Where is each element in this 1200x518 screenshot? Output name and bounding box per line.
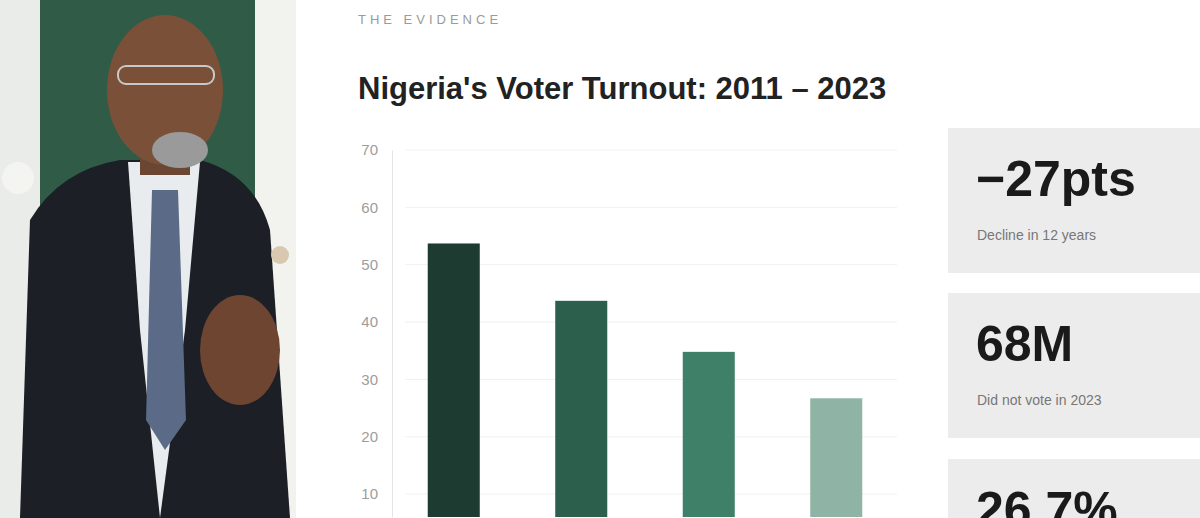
chart-title: Nigeria's Voter Turnout: 2011 – 2023: [358, 71, 886, 106]
y-tick: 70: [361, 141, 392, 158]
y-tick: 10: [361, 485, 392, 502]
bars: [428, 243, 863, 517]
lapel-pin: [271, 246, 289, 264]
bar: [683, 352, 735, 517]
grid-line: [405, 150, 897, 151]
bar: [810, 398, 862, 517]
bar: [428, 243, 480, 517]
suit: [20, 160, 290, 518]
y-tick: 50: [361, 256, 392, 273]
y-tick-label: 60: [361, 199, 378, 216]
beard: [152, 132, 208, 168]
kicker: THE EVIDENCE: [358, 12, 502, 27]
y-tick: 20: [361, 428, 392, 445]
video-backdrop: [0, 0, 296, 518]
presenter-video: [0, 0, 296, 518]
y-tick: 60: [361, 199, 392, 216]
screen: THE EVIDENCE Nigeria's Voter Turnout: 201…: [0, 0, 1200, 518]
bar: [555, 301, 607, 517]
y-tick-label: 70: [361, 141, 378, 158]
x-axis: [454, 517, 837, 518]
y-tick: 40: [361, 313, 392, 330]
y-tick-label: 20: [361, 428, 378, 445]
card-background: [948, 128, 1200, 273]
shirt: [128, 162, 200, 518]
y-axis-line: [392, 151, 393, 518]
y-axis: 10 20 30 40 50 60 70: [361, 141, 392, 517]
card-caption: Decline in 12 years: [977, 227, 1096, 243]
y-tick-label: 40: [361, 313, 378, 330]
stat-card: −27pts Decline in 12 years: [948, 128, 1200, 273]
card-value: −27pts: [976, 151, 1136, 207]
tie: [146, 190, 186, 450]
card-background: [948, 293, 1200, 438]
card-value: 26.7%: [976, 482, 1118, 518]
glasses: [118, 66, 214, 84]
y-tick-label: 10: [361, 485, 378, 502]
y-tick-label: 30: [361, 371, 378, 388]
grid-line: [405, 207, 897, 208]
hands: [200, 295, 280, 405]
card-background: [948, 459, 1200, 518]
stat-card: 26.7%: [948, 459, 1200, 518]
y-tick: 30: [361, 371, 392, 388]
card-caption: Did not vote in 2023: [977, 392, 1102, 408]
stat-card: 68M Did not vote in 2023: [948, 293, 1200, 438]
page: THE EVIDENCE Nigeria's Voter Turnout: 201…: [0, 0, 1200, 518]
stat-cards: −27pts Decline in 12 years 68M Did not vote…: [948, 128, 1200, 518]
card-value: 68M: [976, 316, 1073, 372]
y-tick-label: 50: [361, 256, 378, 273]
backdrop-dot: [2, 162, 34, 194]
